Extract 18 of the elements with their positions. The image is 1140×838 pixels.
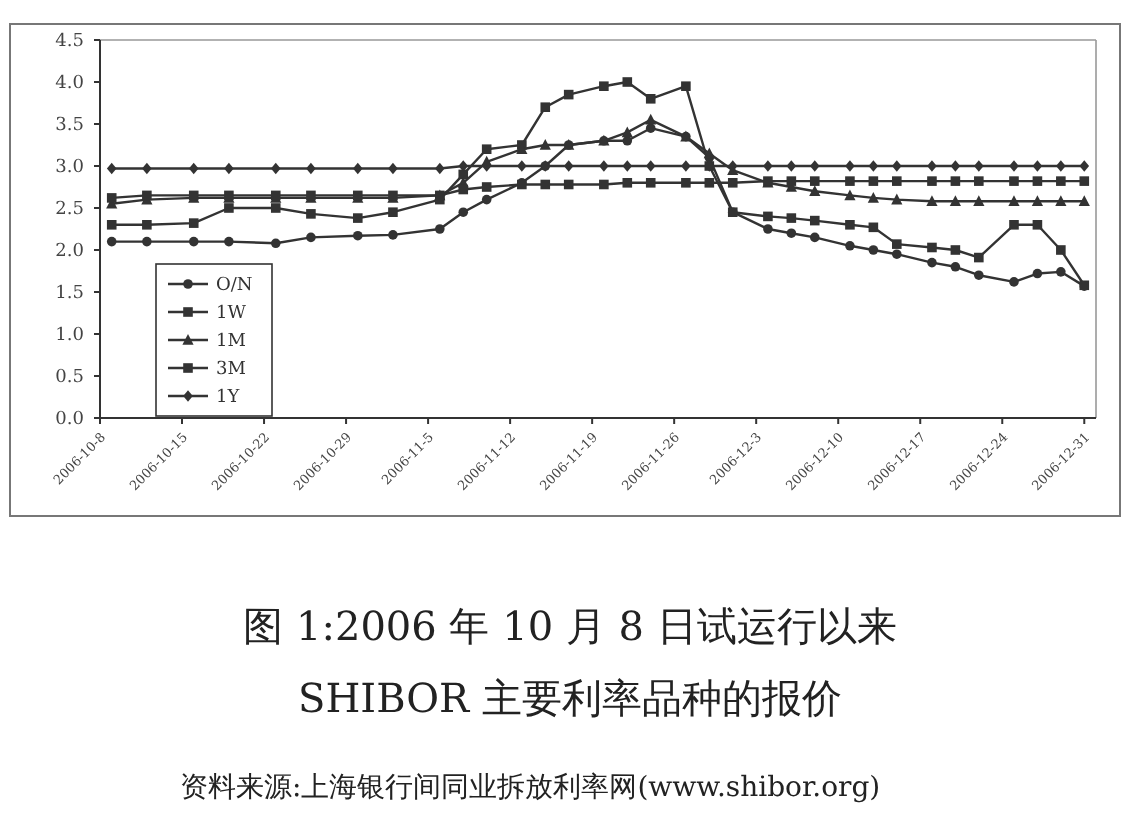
y-tick-label: 1.0 [55,326,85,347]
y-tick-label: 0.5 [55,368,85,389]
legend-label: O/N [216,276,253,297]
y-tick-label: 2.5 [55,200,85,221]
legend-label: 1M [216,332,246,353]
text: 图 1:2006 年 10 月 8 日试运行以来 [243,602,897,650]
y-tick-label: 3.0 [55,158,85,179]
y-tick-label: 2.0 [55,242,85,263]
y-tick-label: 3.5 [55,116,85,137]
y-tick-label: 0.0 [55,410,85,431]
text: SHIBOR 主要利率品种的报价 [298,674,842,722]
y-tick-label: 4.0 [55,74,85,95]
y-tick-label: 1.5 [55,284,85,305]
legend-label: 1W [216,304,248,325]
y-tick-label: 4.5 [55,32,85,53]
legend-label: 1Y [216,388,242,409]
text: 资料来源:上海银行间同业拆放利率网(www.shibor.org) [180,772,881,804]
legend-label: 3M [216,360,246,381]
